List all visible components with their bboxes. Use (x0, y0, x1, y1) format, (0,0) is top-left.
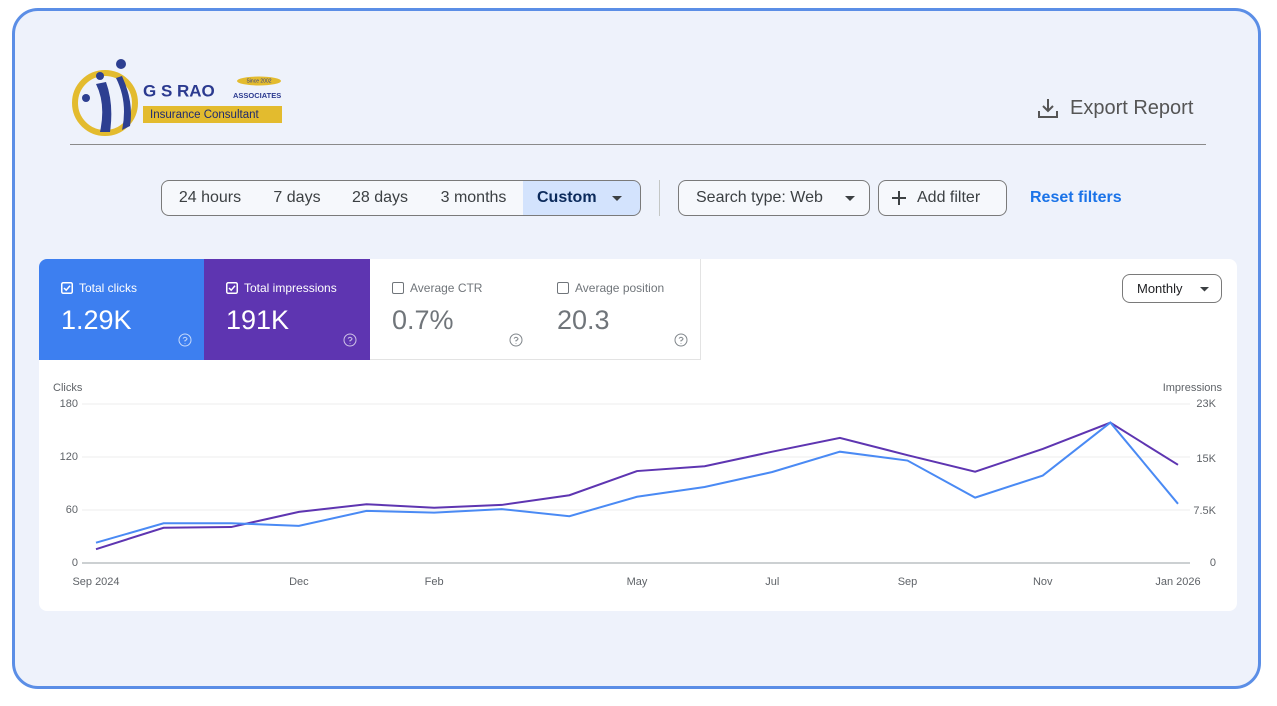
metric-value: 0.7% (392, 305, 454, 335)
metric-value: 20.3 (557, 305, 610, 335)
help-icon (343, 333, 357, 347)
logo-figure (96, 82, 112, 132)
since: Since 2002 (246, 78, 271, 84)
export-label: Export Report (1070, 96, 1194, 119)
dropdown-arrow (1200, 287, 1209, 292)
y-tick-label: 0 (72, 557, 78, 569)
metric-label-row: Total clicks (61, 281, 137, 295)
range-button[interactable]: 7 days (258, 180, 337, 216)
x-tick-label: May (627, 576, 648, 588)
export-button[interactable]: Export Report (1036, 96, 1193, 120)
range-button[interactable]: 28 days (336, 180, 425, 216)
x-tick-label: Jan 2026 (1155, 576, 1200, 588)
range-button[interactable]: 24 hours (161, 180, 259, 216)
x-tick-label: Sep 2024 (72, 576, 119, 588)
metric-tile[interactable]: Total clicks 1.29K (39, 259, 205, 360)
logo-ring (72, 70, 138, 136)
tagline-bar (143, 106, 282, 123)
y2-tick-label: 0 (1210, 557, 1216, 569)
add-filter-button[interactable]: Add filter (878, 180, 1007, 216)
y-tick-label: 60 (66, 504, 78, 516)
dropdown-arrow (845, 196, 855, 201)
granularity-dropdown[interactable]: Monthly (1122, 274, 1222, 303)
x-tick-label: Nov (1033, 576, 1053, 588)
since-badge (237, 76, 281, 86)
metric-label-row: Average position (557, 281, 664, 295)
range-button[interactable]: 3 months (424, 180, 524, 216)
y-axis-title: Clicks (53, 382, 83, 394)
brand-suffix: ASSOCIATES (233, 91, 281, 100)
metric-label: Total clicks (79, 281, 138, 295)
y-tick-label: 180 (60, 398, 78, 410)
metric-value: 191K (226, 305, 290, 335)
dropdown-arrow (612, 196, 622, 201)
range-button-selected[interactable]: Custom (523, 180, 641, 216)
help-icon (674, 333, 688, 347)
granularity-label: Monthly (1137, 281, 1183, 296)
separator (659, 180, 660, 216)
y-tick-label: 120 (60, 451, 78, 463)
reset-filters[interactable]: Reset filters (1030, 189, 1122, 206)
checkbox-checked (226, 282, 238, 294)
checkbox-checked (61, 282, 73, 294)
x-tick-label: Dec (289, 576, 309, 588)
y2-axis-title: Impressions (1163, 382, 1223, 394)
help-icon (178, 333, 192, 347)
help-icon (509, 333, 523, 347)
y2-tick-label: 7.5K (1193, 505, 1216, 517)
series-line (95, 421, 1179, 544)
metric-tile[interactable]: Average position 20.3 (535, 259, 701, 360)
tagline: Insurance Consultant (150, 109, 259, 121)
metric-tile[interactable]: Average CTR 0.7% (370, 259, 536, 360)
metric-tile[interactable]: Total impressions 191K (204, 259, 370, 360)
brand: G S RAO (143, 81, 215, 100)
checkbox (557, 282, 569, 294)
x-tick-label: Jul (765, 576, 779, 588)
metric-value: 1.29K (61, 305, 132, 335)
metric-label: Total impressions (244, 281, 337, 295)
logo-figure (116, 76, 131, 130)
metric-label-row: Average CTR (392, 281, 482, 295)
y2-tick-label: 23K (1196, 398, 1216, 410)
add-filter-label: Add filter (917, 189, 981, 206)
checkbox (392, 282, 404, 294)
x-tick-label: Sep (898, 576, 918, 588)
plus-icon (892, 191, 906, 205)
logo: G S RAO ASSOCIATES Since 2002 Insurance … (72, 59, 282, 136)
logo-dot (82, 94, 90, 102)
search-type-button[interactable]: Search type: Web (678, 180, 870, 216)
logo-dot (96, 72, 104, 80)
metric-label: Average position (575, 281, 665, 295)
search-type-label: Search type: Web (696, 189, 823, 206)
y2-tick-label: 15K (1196, 453, 1216, 465)
metric-label-row: Total impressions (226, 281, 337, 295)
series-line (95, 421, 1179, 551)
logo-dot (116, 59, 126, 69)
metric-label: Average CTR (410, 281, 483, 295)
x-tick-label: Feb (425, 576, 444, 588)
range-label: Custom (537, 189, 597, 206)
export-icon (1038, 99, 1058, 118)
divider (70, 144, 1206, 145)
